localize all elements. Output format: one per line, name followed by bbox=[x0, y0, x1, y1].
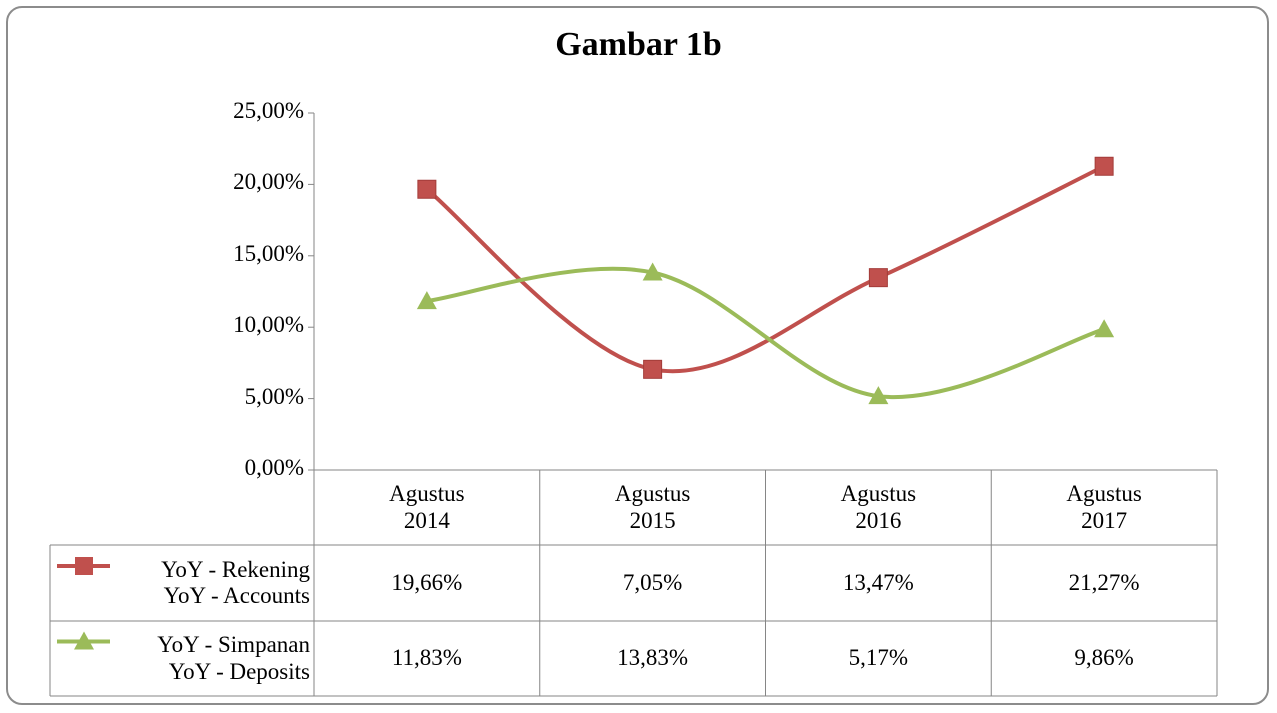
series-line bbox=[424, 164, 1107, 374]
series-line bbox=[424, 266, 1107, 400]
legend-label: YoY - Rekening YoY - Accounts bbox=[161, 556, 310, 608]
marker bbox=[868, 386, 889, 405]
data-label: 7,05% bbox=[622, 569, 683, 595]
y-tick-label: 25,00% bbox=[233, 98, 304, 123]
y-tick-label: 15,00% bbox=[233, 240, 304, 266]
legend-marker bbox=[75, 557, 93, 575]
data-label: 11,83% bbox=[391, 645, 462, 671]
marker bbox=[642, 262, 663, 281]
y-tick-label: 5,00% bbox=[244, 383, 304, 409]
marker bbox=[1094, 319, 1115, 338]
legend-label: YoY - Simpanan YoY - Deposits bbox=[157, 632, 310, 684]
y-tick-label: 10,00% bbox=[233, 312, 304, 338]
y-tick-label: 20,00% bbox=[233, 169, 304, 195]
x-tick-label: Agustus 2014 bbox=[389, 481, 465, 533]
data-label: 13,47% bbox=[842, 569, 914, 595]
x-tick-label: Agustus 2017 bbox=[1066, 481, 1142, 533]
data-label: 9,86% bbox=[1074, 645, 1134, 671]
data-label: 19,66% bbox=[391, 569, 463, 595]
marker bbox=[643, 359, 663, 379]
legend-marker bbox=[74, 631, 94, 650]
marker bbox=[1094, 156, 1114, 176]
marker bbox=[868, 268, 888, 288]
y-tick-label: 0,00% bbox=[244, 455, 304, 480]
x-tick-label: Agustus 2015 bbox=[614, 481, 691, 533]
chart-title: Gambar 1b bbox=[555, 26, 722, 63]
data-label: 5,17% bbox=[848, 645, 909, 671]
x-tick-label: Agustus 2016 bbox=[840, 481, 917, 533]
marker bbox=[416, 291, 437, 310]
data-label: 21,27% bbox=[1068, 569, 1140, 595]
marker bbox=[417, 179, 437, 199]
frame bbox=[6, 6, 1269, 705]
data-label: 13,83% bbox=[617, 645, 689, 671]
